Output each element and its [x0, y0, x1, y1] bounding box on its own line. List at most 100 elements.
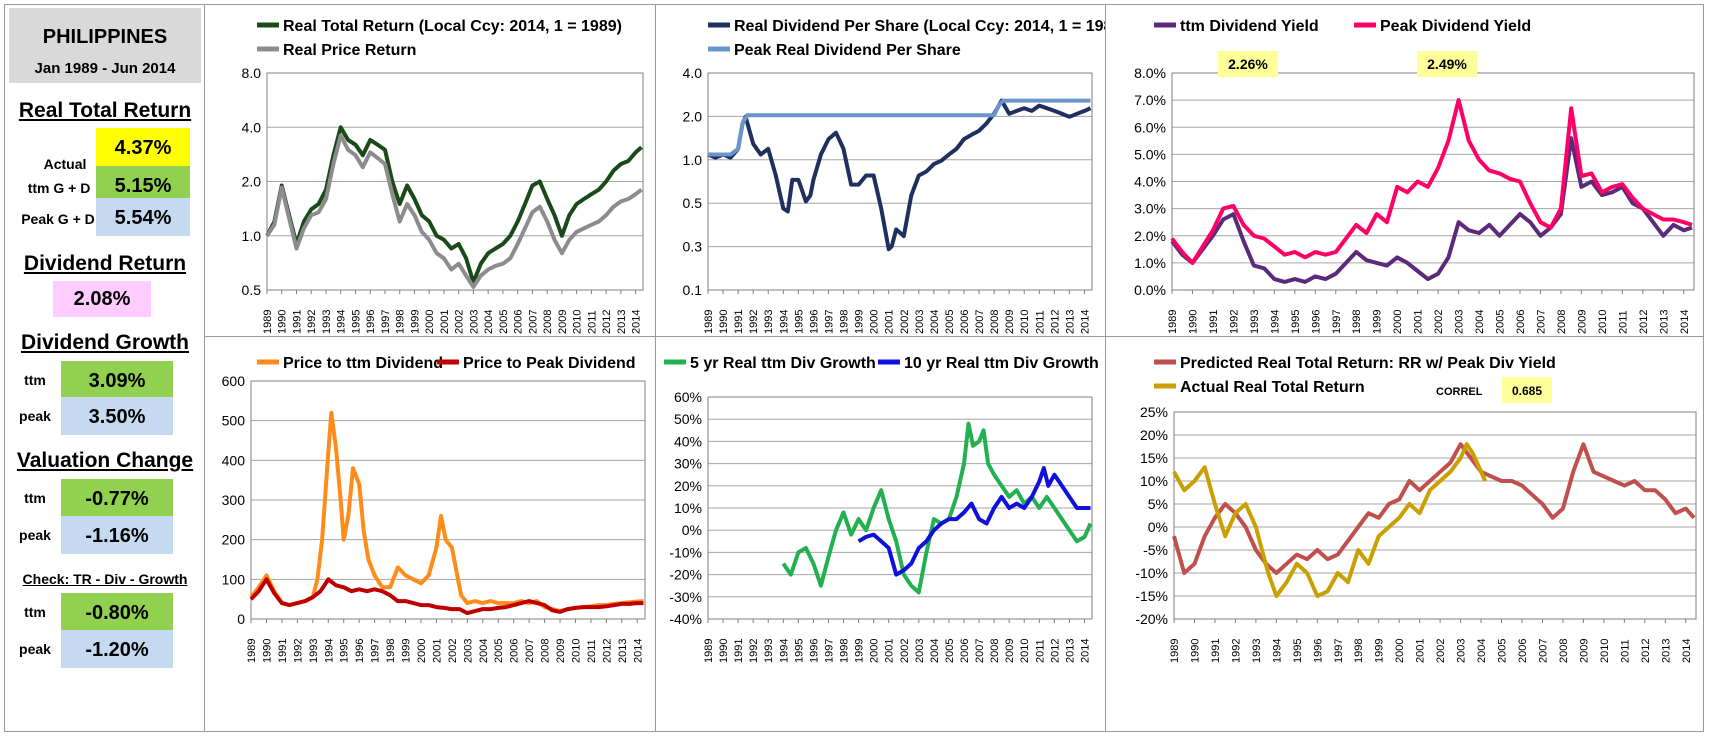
x-tick-label: 1999 [854, 310, 866, 334]
series-line [1170, 136, 1693, 284]
x-tick-label: 1994 [336, 310, 348, 334]
y-tick-label: 1.0 [242, 228, 262, 244]
x-tick-label: 2005 [944, 310, 956, 334]
page-title: PHILIPPINES [42, 26, 168, 48]
dividend-growth-heading: Dividend Growth [21, 331, 189, 354]
x-tick-label: 2009 [557, 310, 569, 334]
y-tick-label: 400 [222, 452, 246, 468]
row-label: ttm [24, 604, 46, 620]
x-tick-label: 1989 [1167, 310, 1179, 334]
x-tick-label: 1997 [823, 639, 835, 663]
y-tick-label: -20% [1135, 611, 1168, 627]
x-tick-label: 2009 [1004, 310, 1016, 334]
y-tick-label: 2.0 [683, 108, 703, 124]
legend-label: 5 yr Real ttm Div Growth [690, 355, 876, 372]
y-tick-label: 10% [674, 500, 702, 516]
y-tick-label: 6.0% [1134, 119, 1166, 135]
x-tick-label: 1989 [246, 639, 258, 663]
x-tick-label: 2001 [884, 310, 896, 334]
x-tick-label: 1999 [854, 639, 866, 663]
plot-area [266, 72, 644, 291]
x-tick-label: 1996 [1310, 310, 1322, 334]
x-tick-label: 2008 [989, 310, 1001, 334]
y-tick-label: 500 [222, 413, 246, 429]
x-tick-label: 1997 [380, 310, 392, 334]
x-tick-label: 1995 [1290, 310, 1302, 334]
annotation-value: 2.26% [1228, 56, 1268, 72]
x-tick-label: 2002 [899, 310, 911, 334]
row-label: ttm [24, 372, 46, 388]
x-tick-label: 2008 [540, 639, 552, 663]
y-tick-label: 25% [1140, 404, 1168, 420]
x-tick-label: 2006 [1515, 310, 1527, 334]
x-tick-label: 2010 [1019, 639, 1031, 663]
x-tick-label: 1992 [292, 639, 304, 663]
x-tick-label: 1993 [1251, 639, 1263, 663]
y-tick-label: 20% [674, 478, 702, 494]
legend-label: Price to Peak Dividend [463, 355, 636, 372]
x-tick-label: 2002 [447, 639, 459, 663]
legend-label: Real Price Return [283, 42, 416, 59]
x-tick-label: 1996 [354, 639, 366, 663]
x-tick-label: 2012 [1640, 639, 1652, 663]
x-tick-label: 1996 [1312, 639, 1324, 663]
x-tick-label: 1994 [778, 639, 790, 663]
dividend-return-value: 2.08% [53, 281, 151, 317]
real-total-return-heading: Real Total Return [18, 99, 192, 122]
x-tick-label: 2001 [1413, 310, 1425, 334]
x-tick-label: 1991 [733, 639, 745, 663]
x-tick-label: 1990 [1187, 310, 1199, 334]
y-tick-label: -10% [669, 544, 702, 560]
x-tick-label: 2010 [570, 639, 582, 663]
x-tick-label: 2013 [616, 310, 628, 334]
x-tick-label: 2006 [1517, 639, 1529, 663]
series-line [1170, 98, 1693, 265]
y-tick-label: 300 [222, 492, 246, 508]
x-tick-label: 1995 [793, 639, 805, 663]
x-tick-label: 1994 [778, 310, 790, 334]
x-tick-label: 2001 [439, 310, 451, 334]
row-label: ttm [24, 490, 46, 506]
annotation-value: 0.685 [1512, 384, 1542, 398]
x-tick-label: 1995 [339, 639, 351, 663]
x-tick-label: 1999 [1374, 639, 1386, 663]
divider [204, 4, 205, 732]
y-tick-label: 30% [674, 456, 702, 472]
y-tick-label: 1.0 [683, 152, 703, 168]
x-tick-label: 1997 [1333, 639, 1345, 663]
x-tick-label: 2012 [1049, 639, 1061, 663]
legend-label: Predicted Real Total Return: RR w/ Peak … [1180, 355, 1556, 372]
x-tick-label: 1990 [277, 310, 289, 334]
y-tick-label: -15% [1135, 588, 1168, 604]
plot-area [250, 380, 646, 620]
x-tick-label: 1991 [1210, 639, 1222, 663]
predicted-return-chart: 25% 20% 15% 10% 5% 0% -5% -10% -15% -20%1989 1990 1… [1135, 355, 1697, 663]
x-tick-label: 2005 [498, 310, 510, 334]
legend-label: Actual Real Total Return [1180, 379, 1365, 396]
y-tick-label: 10% [1140, 473, 1168, 489]
x-tick-label: 2011 [586, 310, 598, 334]
x-tick-label: 2014 [1679, 310, 1691, 334]
x-tick-label: 2004 [929, 310, 941, 334]
y-tick-label: -40% [669, 611, 702, 627]
plot-area [707, 72, 1093, 291]
date-range: Jan 1989 - Jun 2014 [34, 60, 176, 77]
x-tick-label: 2008 [542, 310, 554, 334]
x-tick-label: 2004 [1474, 310, 1486, 334]
y-tick-label: 5.0% [1134, 146, 1166, 162]
legend-label: Price to ttm Dividend [283, 355, 443, 372]
x-tick-label: 2005 [1495, 310, 1507, 334]
plot-area [707, 396, 1093, 620]
row-label: peak [19, 641, 51, 657]
x-tick-label: 1994 [1269, 310, 1281, 334]
x-tick-label: 2001 [1415, 639, 1427, 663]
x-tick-label: 2004 [1476, 639, 1488, 663]
x-tick-label: 1992 [748, 639, 760, 663]
y-tick-label: -30% [669, 589, 702, 605]
x-tick-label: 2000 [416, 639, 428, 663]
x-tick-label: 2003 [914, 639, 926, 663]
x-tick-label: 1989 [703, 639, 715, 663]
series-line [1172, 442, 1488, 598]
series-line [707, 98, 1092, 252]
x-tick-label: 2005 [1497, 639, 1509, 663]
